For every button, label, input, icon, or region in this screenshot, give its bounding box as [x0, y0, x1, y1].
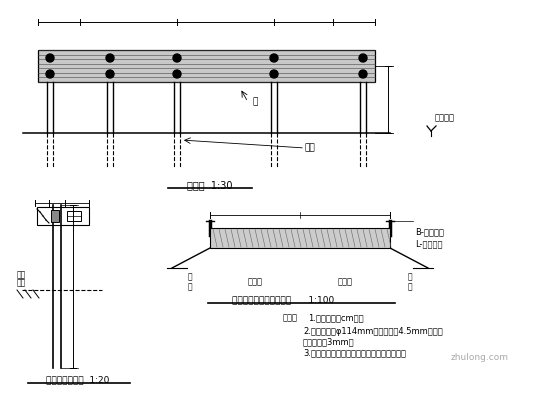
Circle shape: [46, 54, 54, 62]
Bar: [210, 228, 390, 248]
Circle shape: [270, 70, 278, 78]
Text: zhulong.com: zhulong.com: [451, 353, 509, 362]
Text: 示范: 示范: [17, 279, 26, 288]
Text: 3.本型适用于土质路基承载置钢护栏的情况。: 3.本型适用于土质路基承载置钢护栏的情况。: [303, 349, 406, 357]
Text: 路
肩: 路 肩: [408, 272, 412, 292]
Circle shape: [106, 70, 114, 78]
Text: 说明：: 说明：: [283, 314, 298, 323]
Circle shape: [359, 54, 367, 62]
Text: 路侧护栏大样图  1:20: 路侧护栏大样图 1:20: [46, 375, 110, 385]
Circle shape: [270, 54, 278, 62]
Text: 钢板厚度为3mm。: 钢板厚度为3mm。: [303, 338, 354, 346]
Circle shape: [46, 70, 54, 78]
Text: B-路肩宽度: B-路肩宽度: [415, 227, 444, 236]
Text: 路
肩: 路 肩: [188, 272, 192, 292]
Text: 立柱: 立柱: [305, 143, 315, 152]
Circle shape: [173, 70, 181, 78]
Text: 行车道: 行车道: [248, 277, 263, 286]
Text: 标准断面护栏布置位置图      1:100: 标准断面护栏布置位置图 1:100: [232, 296, 334, 305]
Text: 行车道: 行车道: [338, 277, 352, 286]
Bar: [51, 210, 59, 222]
Text: 板: 板: [253, 97, 258, 106]
Text: 2.立柱直径为φ114mm，立柱壁厚4.5mm，波形: 2.立柱直径为φ114mm，立柱壁厚4.5mm，波形: [303, 327, 443, 336]
Bar: [38, 50, 375, 82]
Text: 路肩标高: 路肩标高: [435, 113, 455, 123]
Text: 立面图  1:30: 立面图 1:30: [187, 180, 233, 190]
Circle shape: [173, 54, 181, 62]
Text: L-路架宽度: L-路架宽度: [415, 240, 442, 249]
Circle shape: [359, 70, 367, 78]
Circle shape: [106, 54, 114, 62]
Text: 声屏: 声屏: [17, 271, 26, 279]
Bar: [37, 207, 89, 225]
Text: 1.本图尺寸以cm计。: 1.本图尺寸以cm计。: [308, 314, 363, 323]
Bar: [67, 211, 81, 221]
